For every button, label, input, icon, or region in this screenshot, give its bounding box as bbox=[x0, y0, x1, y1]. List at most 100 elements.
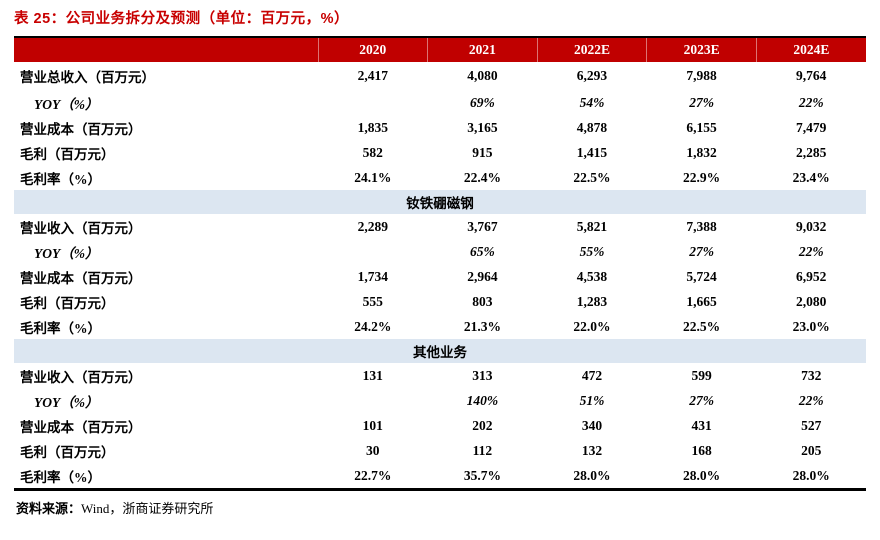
row-label: YOY（%） bbox=[34, 96, 99, 112]
cell-value: 22.4% bbox=[463, 169, 501, 185]
cell-value: 340 bbox=[581, 417, 603, 433]
table-body: 营业总收入（百万元） 2,417 4,080 6,293 7,988 9,764 YOY（%… bbox=[14, 62, 866, 490]
header-col-2021: 2021 bbox=[427, 37, 538, 62]
source-label: 资料来源： bbox=[16, 501, 82, 516]
section-band-label: 钕铁硼磁钢 bbox=[14, 190, 866, 214]
cell-value: 431 bbox=[691, 417, 712, 433]
table-row: 毛利（百万元） 30 112 132 168 205 bbox=[14, 438, 866, 463]
cell-value: 202 bbox=[472, 417, 493, 433]
cell-value: 4,538 bbox=[576, 268, 608, 284]
cell-value: 3,165 bbox=[467, 119, 498, 135]
cell-value: 22.5% bbox=[573, 169, 611, 185]
table-row: 营业收入（百万元） 2,289 3,767 5,821 7,388 9,032 bbox=[14, 214, 866, 239]
cell-value: 6,155 bbox=[686, 119, 717, 135]
cell-value: 22% bbox=[798, 243, 824, 259]
source-note: 资料来源：Wind，浙商证券研究所 bbox=[16, 498, 213, 517]
row-label: 毛利（百万元） bbox=[20, 146, 115, 162]
cell-value: 1,283 bbox=[576, 293, 608, 309]
section-band-row: 其他业务 bbox=[14, 339, 866, 363]
cell-value: 22% bbox=[798, 94, 824, 110]
cell-value: 21.3% bbox=[463, 318, 501, 334]
cell-value: 27% bbox=[689, 392, 714, 408]
cell-value: 28.0% bbox=[573, 467, 611, 483]
row-label: 毛利率（%） bbox=[20, 469, 101, 485]
table-row: 营业成本（百万元） 101 202 340 431 527 bbox=[14, 413, 866, 438]
cell-value: 1,835 bbox=[357, 119, 388, 135]
cell-value: 7,988 bbox=[686, 68, 717, 83]
table-row: 毛利率（%） 24.1% 22.4% 22.5% 22.9% 23.4% bbox=[14, 165, 866, 190]
header-col-2023e: 2023E bbox=[646, 37, 757, 62]
cell-value: 472 bbox=[581, 367, 603, 383]
row-label: 营业总收入（百万元） bbox=[20, 70, 155, 85]
cell-value: 168 bbox=[691, 442, 712, 458]
cell-value bbox=[318, 239, 428, 264]
header-col-2020: 2020 bbox=[317, 37, 428, 62]
cell-value: 2,080 bbox=[796, 293, 827, 309]
row-label: YOY（%） bbox=[34, 245, 99, 261]
section-band-label: 其他业务 bbox=[14, 339, 866, 363]
row-label: 毛利（百万元） bbox=[20, 295, 115, 311]
table-row: YOY（%） 65% 55% 27% 22% bbox=[14, 239, 866, 264]
cell-value: 2,285 bbox=[796, 144, 827, 160]
cell-value: 5,821 bbox=[576, 218, 608, 234]
cell-value: 1,415 bbox=[576, 144, 608, 160]
table-row: 毛利（百万元） 555 803 1,283 1,665 2,080 bbox=[14, 289, 866, 314]
cell-value: 101 bbox=[362, 417, 383, 433]
cell-value: 112 bbox=[472, 442, 493, 458]
header-row: 2020 2021 2022E 2023E 2024E bbox=[14, 37, 866, 62]
cell-value: 140% bbox=[466, 392, 499, 408]
table-row: 毛利率（%） 22.7% 35.7% 28.0% 28.0% 28.0% bbox=[14, 463, 866, 490]
cell-value: 3,767 bbox=[467, 218, 498, 234]
cell-value: 132 bbox=[581, 442, 603, 458]
cell-value: 51% bbox=[579, 392, 605, 408]
cell-value: 732 bbox=[801, 367, 822, 383]
cell-value: 1,665 bbox=[686, 293, 717, 309]
row-label: 营业成本（百万元） bbox=[20, 419, 142, 435]
cell-value: 22% bbox=[798, 392, 824, 408]
cell-value: 2,964 bbox=[467, 268, 498, 284]
table-header: 2020 2021 2022E 2023E 2024E bbox=[14, 37, 866, 62]
cell-value: 30 bbox=[366, 442, 380, 458]
cell-value: 7,388 bbox=[686, 218, 717, 234]
cell-value: 4,878 bbox=[576, 119, 608, 135]
cell-value: 27% bbox=[689, 94, 714, 110]
cell-value: 23.0% bbox=[792, 318, 830, 334]
cell-value: 803 bbox=[472, 293, 493, 309]
cell-value: 24.1% bbox=[354, 169, 392, 185]
cell-value: 65% bbox=[470, 243, 495, 259]
cell-value: 1,832 bbox=[686, 144, 717, 160]
business-breakdown-table: 2020 2021 2022E 2023E 2024E 营业总收入（百万元） 2,… bbox=[14, 36, 866, 491]
cell-value: 9,764 bbox=[796, 68, 827, 83]
row-label: YOY（%） bbox=[34, 394, 99, 410]
section-band-row: 钕铁硼磁钢 bbox=[14, 190, 866, 214]
cell-value: 6,952 bbox=[796, 268, 827, 284]
header-empty-cell bbox=[14, 37, 318, 62]
cell-value: 7,479 bbox=[796, 119, 827, 135]
cell-value: 527 bbox=[801, 417, 822, 433]
table-row: YOY（%） 69% 54% 27% 22% bbox=[14, 90, 866, 115]
row-label: 毛利率（%） bbox=[20, 320, 101, 336]
cell-value: 69% bbox=[470, 94, 495, 110]
cell-value: 22.5% bbox=[683, 318, 721, 334]
table-title: 表 25：公司业务拆分及预测（单位：百万元，%） bbox=[14, 11, 350, 27]
table-row: 营业总收入（百万元） 2,417 4,080 6,293 7,988 9,764 bbox=[14, 62, 866, 90]
table-row: 营业收入（百万元） 131 313 472 599 732 bbox=[14, 363, 866, 388]
table-row: 毛利（百万元） 582 915 1,415 1,832 2,285 bbox=[14, 140, 866, 165]
cell-value: 22.0% bbox=[573, 318, 611, 334]
cell-value: 28.0% bbox=[792, 467, 830, 483]
cell-value: 35.7% bbox=[463, 467, 501, 483]
header-col-2024e: 2024E bbox=[755, 37, 866, 62]
header-col-2022e: 2022E bbox=[536, 37, 647, 62]
table-row: 营业成本（百万元） 1,835 3,165 4,878 6,155 7,479 bbox=[14, 115, 866, 140]
cell-value: 4,080 bbox=[467, 68, 498, 83]
cell-value: 131 bbox=[362, 367, 383, 383]
cell-value: 915 bbox=[472, 144, 493, 160]
cell-value: 555 bbox=[362, 293, 383, 309]
row-label: 毛利率（%） bbox=[20, 171, 101, 187]
cell-value: 55% bbox=[579, 243, 605, 259]
table-row: 毛利率（%） 24.2% 21.3% 22.0% 22.5% 23.0% bbox=[14, 314, 866, 339]
row-label: 毛利（百万元） bbox=[20, 444, 115, 460]
cell-value: 582 bbox=[362, 144, 383, 160]
cell-value: 6,293 bbox=[576, 68, 608, 83]
